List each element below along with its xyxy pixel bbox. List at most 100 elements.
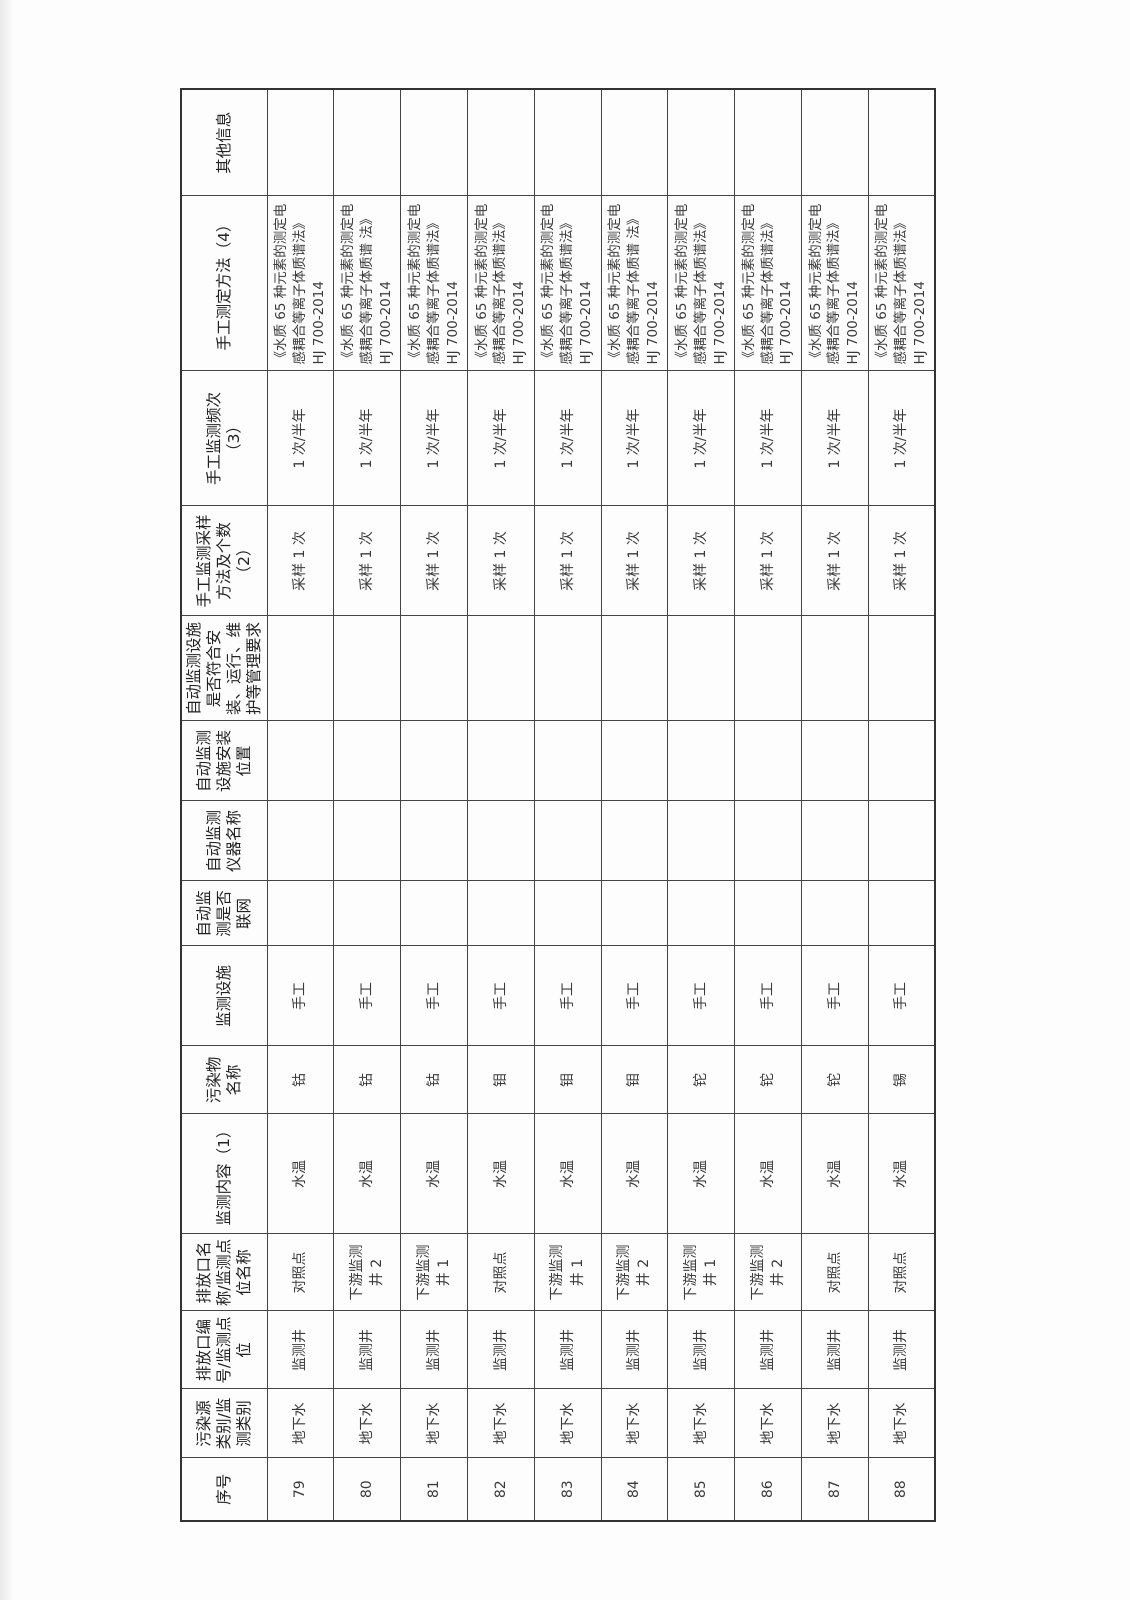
- cell-sampling: 采样 1 次: [467, 506, 535, 616]
- cell-point-name: 下游监测井 2: [734, 1234, 802, 1311]
- cell-no: 84: [601, 1458, 668, 1521]
- cell-category: 地下水: [801, 1389, 869, 1458]
- cell-compliance: [534, 616, 602, 721]
- cell-category: 地下水: [868, 1389, 936, 1458]
- header-category: 污染源类别/监测类别: [181, 1389, 268, 1458]
- cell-facility: 手工: [534, 946, 602, 1046]
- cell-no: 79: [267, 1458, 334, 1521]
- cell-no: 82: [467, 1458, 535, 1521]
- cell-compliance: [667, 616, 735, 721]
- cell-frequency: 1 次/半年: [534, 371, 602, 506]
- cell-point-id: 监测井: [467, 1311, 535, 1389]
- cell-method: 《水质 65 种元素的测定电感耦合等离子体质谱法》HJ 700-2014: [734, 196, 802, 371]
- cell-compliance: [400, 616, 468, 721]
- cell-install-position: [400, 721, 468, 801]
- cell-frequency: 1 次/半年: [868, 371, 936, 506]
- rotated-page: 序号 污染源类别/监测类别 排放口编号/监测点位 排放口名称/监测点位名称 监测内容（1…: [180, 88, 937, 1522]
- cell-other: [400, 89, 468, 196]
- cell-install-position: [467, 721, 535, 801]
- cell-method: 《水质 65 种元素的测定电感耦合等离子体质谱法》HJ 700-2014: [868, 196, 936, 371]
- cell-compliance: [734, 616, 802, 721]
- cell-content: 水温: [734, 1114, 802, 1234]
- cell-pollutant: 铊: [801, 1046, 869, 1114]
- cell-frequency: 1 次/半年: [601, 371, 668, 506]
- cell-networked: [534, 881, 602, 946]
- header-instrument: 自动监测仪器名称: [181, 801, 268, 881]
- monitoring-table: 序号 污染源类别/监测类别 排放口编号/监测点位 排放口名称/监测点位名称 监测内容（1…: [180, 88, 937, 1522]
- cell-pollutant: 钼: [467, 1046, 535, 1114]
- cell-no: 86: [734, 1458, 802, 1521]
- cell-other: [667, 89, 735, 196]
- cell-instrument: [400, 801, 468, 881]
- cell-category: 地下水: [601, 1389, 668, 1458]
- cell-networked: [601, 881, 668, 946]
- cell-install-position: [534, 721, 602, 801]
- cell-content: 水温: [467, 1114, 535, 1234]
- cell-sampling: 采样 1 次: [534, 506, 602, 616]
- cell-install-position: [734, 721, 802, 801]
- cell-pollutant: 钴: [333, 1046, 401, 1114]
- cell-no: 85: [667, 1458, 735, 1521]
- cell-category: 地下水: [267, 1389, 334, 1458]
- cell-compliance: [868, 616, 936, 721]
- cell-method: 《水质 65 种元素的测定电感耦合等离子体质谱法》HJ 700-2014: [801, 196, 869, 371]
- cell-instrument: [267, 801, 334, 881]
- cell-sampling: 采样 1 次: [601, 506, 668, 616]
- cell-pollutant: 铊: [734, 1046, 802, 1114]
- cell-point-id: 监测井: [267, 1311, 334, 1389]
- cell-category: 地下水: [667, 1389, 735, 1458]
- cell-category: 地下水: [400, 1389, 468, 1458]
- cell-other: [734, 89, 802, 196]
- header-point-name: 排放口名称/监测点位名称: [181, 1234, 268, 1311]
- cell-content: 水温: [601, 1114, 668, 1234]
- cell-point-name: 对照点: [868, 1234, 936, 1311]
- header-compliance: 自动监测设施是否符合安装、运行、维护等管理要求: [181, 616, 268, 721]
- cell-instrument: [534, 801, 602, 881]
- header-facility: 监测设施: [181, 946, 268, 1046]
- cell-content: 水温: [267, 1114, 334, 1234]
- cell-point-id: 监测井: [734, 1311, 802, 1389]
- cell-content: 水温: [801, 1114, 869, 1234]
- cell-install-position: [601, 721, 668, 801]
- cell-networked: [801, 881, 869, 946]
- cell-compliance: [467, 616, 535, 721]
- cell-sampling: 采样 1 次: [868, 506, 936, 616]
- cell-category: 地下水: [333, 1389, 401, 1458]
- cell-instrument: [601, 801, 668, 881]
- header-pollutant: 污染物名称: [181, 1046, 268, 1114]
- cell-sampling: 采样 1 次: [267, 506, 334, 616]
- cell-point-id: 监测井: [868, 1311, 936, 1389]
- cell-compliance: [333, 616, 401, 721]
- header-frequency: 手工监测频次（3）: [181, 371, 268, 506]
- header-sampling: 手工监测采样方法及个数（2）: [181, 506, 268, 616]
- header-no: 序号: [181, 1458, 268, 1521]
- cell-instrument: [667, 801, 735, 881]
- cell-method: 《水质 65 种元素的测定电感耦合等离子体质谱 法》HJ 700-2014: [333, 196, 401, 371]
- cell-compliance: [601, 616, 668, 721]
- cell-facility: 手工: [601, 946, 668, 1046]
- cell-method: 《水质 65 种元素的测定电感耦合等离子体质谱法》HJ 700-2014: [467, 196, 535, 371]
- cell-facility: 手工: [267, 946, 334, 1046]
- cell-no: 87: [801, 1458, 869, 1521]
- header-install-position: 自动监测设施安装位置: [181, 721, 268, 801]
- cell-no: 80: [333, 1458, 401, 1521]
- cell-install-position: [333, 721, 401, 801]
- cell-other: [801, 89, 869, 196]
- cell-networked: [734, 881, 802, 946]
- cell-frequency: 1 次/半年: [267, 371, 334, 506]
- cell-facility: 手工: [333, 946, 401, 1046]
- cell-facility: 手工: [734, 946, 802, 1046]
- cell-method: 《水质 65 种元素的测定电感耦合等离子体质谱法》HJ 700-2014: [267, 196, 334, 371]
- cell-point-id: 监测井: [534, 1311, 602, 1389]
- cell-point-name: 下游监测井 1: [534, 1234, 602, 1311]
- header-content: 监测内容（1）: [181, 1114, 268, 1234]
- cell-content: 水温: [333, 1114, 401, 1234]
- cell-compliance: [801, 616, 869, 721]
- cell-networked: [400, 881, 468, 946]
- cell-sampling: 采样 1 次: [667, 506, 735, 616]
- cell-point-name: 下游监测井 1: [667, 1234, 735, 1311]
